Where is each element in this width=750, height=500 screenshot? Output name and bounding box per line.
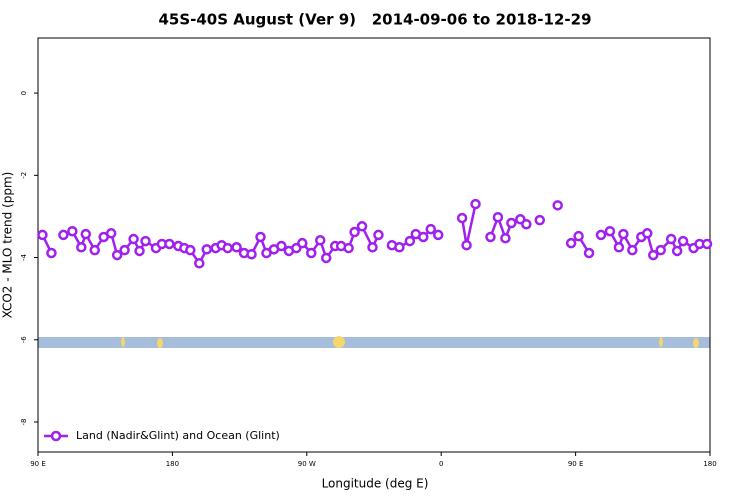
data-point [506,217,517,229]
data-point [37,229,48,241]
data-point [140,235,151,247]
data-point [595,229,607,241]
y-tick-label: -4 [20,254,28,262]
data-point [642,228,653,239]
data-point [297,237,308,249]
x-tick-label: 90 E [30,460,46,468]
x-tick-label: 90 E [568,460,584,468]
y-tick-label: -2 [20,172,28,179]
data-point [314,235,326,246]
y-tick-label: 0 [20,91,28,95]
data-point [425,223,436,235]
data-point [134,245,145,257]
data-point [367,242,378,253]
data-point [627,244,638,256]
data-point [105,228,117,239]
data-point [185,244,196,256]
data-point [565,237,577,249]
data-point [80,228,92,240]
data-point [373,229,384,241]
data-point [648,249,659,261]
data-point [201,244,212,255]
data-point [604,225,616,237]
data-line [460,203,477,246]
data-point [306,247,317,259]
data-point [255,231,266,243]
data-point [534,214,546,226]
data-point [67,225,78,237]
data-point [521,218,532,230]
data-point [349,226,360,238]
data-point [119,244,130,256]
data-point [573,230,584,242]
legend-marker [50,430,62,442]
data-point [128,233,139,245]
data-point [222,242,233,254]
data-point [76,242,87,253]
data-point [394,242,405,253]
x-tick-label: 180 [703,460,716,468]
surface-band [38,337,710,348]
chart-title: 45S-40S August (Ver 9) 2014-09-06 to 201… [158,11,591,29]
data-point [456,212,468,224]
data-point [194,258,205,269]
data-point [89,244,100,256]
data-point [552,200,563,211]
data-point [418,231,429,243]
data-point [701,238,713,250]
data-point [583,247,595,259]
x-tick-label: 0 [439,460,443,468]
data-point [404,235,416,247]
data-point [618,228,629,240]
data-point [343,242,354,254]
land-patches [121,336,699,348]
data-point [246,249,257,260]
data-point [276,240,287,252]
data-point [320,252,332,264]
data-point [613,242,625,253]
y-tick-label: -6 [20,336,28,344]
data-point [432,229,444,241]
y-axis-label: XCO2 - MLO trend (ppm) [1,172,15,319]
legend-label: Land (Nadir&Glint) and Ocean (Glint) [76,429,280,442]
data-point [470,198,481,210]
x-tick-label: 180 [166,460,179,468]
data-point [356,221,368,232]
data-point [671,245,683,257]
x-axis-label: Longitude (deg E) [322,477,429,491]
data-point [231,242,242,253]
data-point [677,235,689,247]
data-point [492,211,504,223]
data-point [655,244,666,256]
data-point [461,239,472,251]
data-point [58,229,69,241]
data-point [46,247,57,259]
data-point [500,232,511,244]
data-point [665,233,677,245]
data-point [485,231,496,243]
x-tick-label: 90 W [298,460,316,468]
data-point [111,249,123,261]
y-tick-label: -8 [20,418,28,425]
data-point [164,238,175,250]
